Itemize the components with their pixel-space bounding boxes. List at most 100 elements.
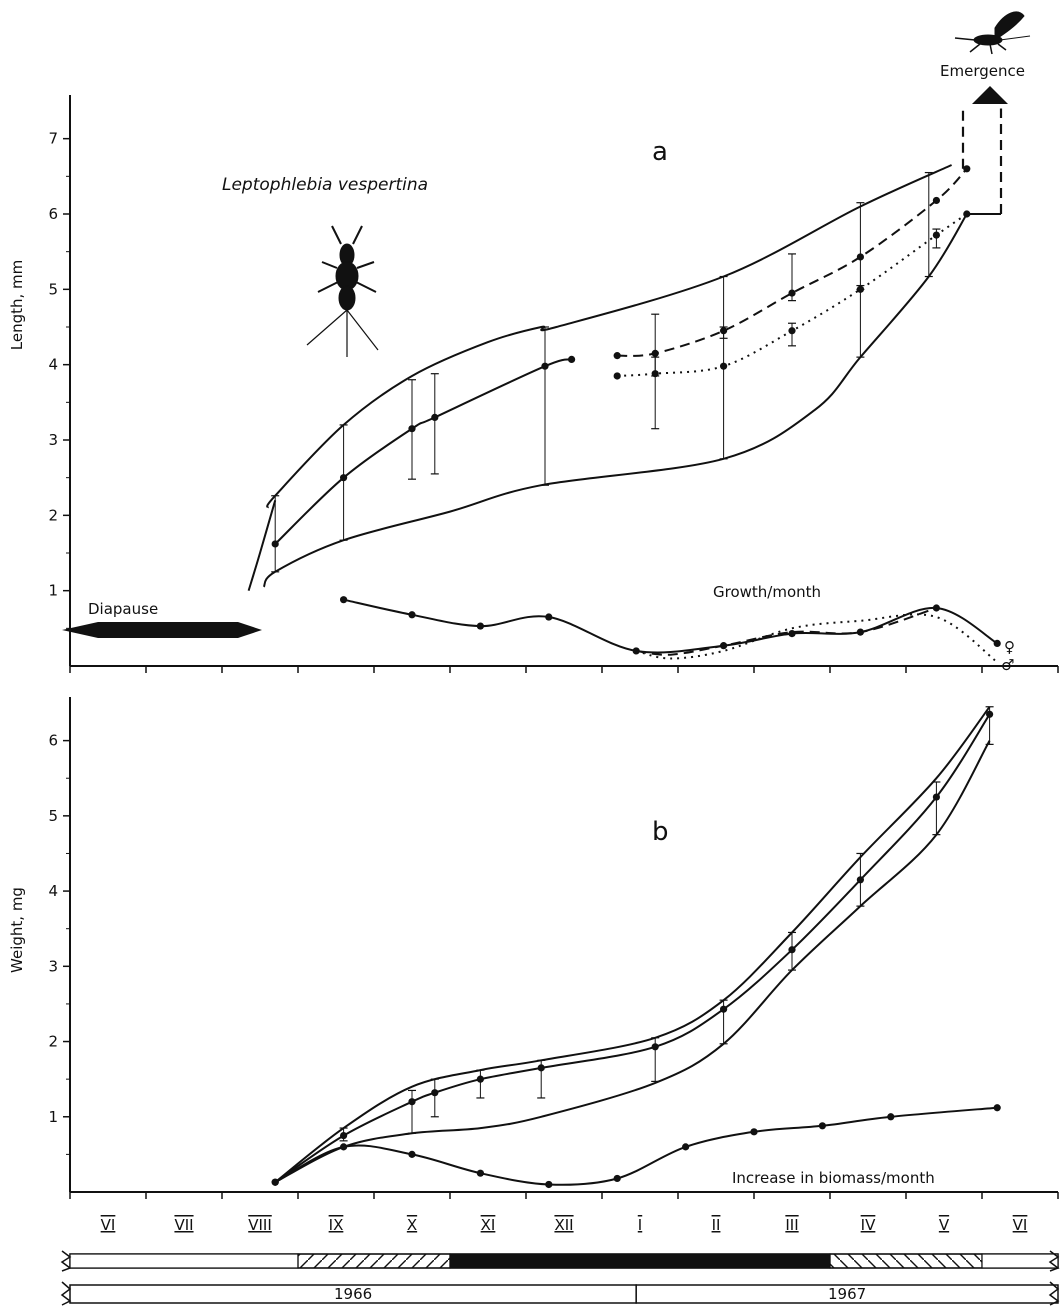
panel-b-point-biomass-increase [408, 1150, 416, 1158]
panel-a-series-growth-per-month [343, 598, 998, 654]
month-label: II [712, 1216, 721, 1234]
panel-b-y-tick-label: 6 [48, 732, 58, 750]
panel-a-error-bar [541, 326, 549, 486]
month-label: XII [554, 1216, 573, 1234]
panel-a-length: 1 2 3 4 5 6 7 Length, mm a Leptophlebia vesper… [8, 11, 1059, 674]
panel-a-point-mean [568, 355, 576, 363]
panel-a-point-male-mean [932, 231, 941, 239]
growth-male-symbol: ♂ [1001, 656, 1014, 674]
panel-b-point-mean [476, 1075, 484, 1083]
panel-b-point-biomass-increase [682, 1143, 690, 1151]
panel-b-point-biomass-increase [340, 1143, 348, 1151]
panel-b-point-mean [340, 1131, 348, 1140]
year-label: 1967 [828, 1285, 866, 1303]
panel-a-point-female-mean [932, 196, 941, 205]
panel-a-point-growth-per-month [340, 596, 348, 604]
panel-b-point-biomass-increase [887, 1113, 895, 1121]
panel-b-y-tick-label: 4 [48, 882, 58, 900]
panel-b-point-mean [932, 793, 941, 801]
panel-a-error-bar [430, 373, 439, 475]
panel-a-point-male-mean [788, 327, 796, 335]
panel-b-point-biomass-increase [545, 1180, 553, 1189]
panel-a-series-mean [274, 358, 572, 545]
panel-b-point-biomass-increase [613, 1174, 621, 1183]
panel-b-point-mean [788, 946, 796, 954]
season-bar-break-left [60, 1250, 72, 1272]
panel-b-error-bar [430, 1078, 439, 1118]
panel-a-point-growth-per-month [932, 604, 941, 612]
panel-b-axes: 1 2 3 4 5 6 [48, 697, 1059, 1199]
month-label: I [638, 1216, 642, 1234]
panel-b-error-bar [476, 1069, 485, 1099]
panel-a-point-female-mean [613, 352, 621, 360]
panel-a-y-tick-label: 4 [48, 356, 58, 374]
panel-a-point-female-mean [963, 165, 971, 173]
panel-b-point-mean [537, 1064, 545, 1072]
month-label: VII [174, 1216, 193, 1234]
panel-b-point-mean [720, 1005, 728, 1013]
panel-a-point-female-mean [788, 289, 796, 297]
growth-month-label: Growth/month [713, 583, 821, 601]
panel-b-point-biomass-increase [993, 1104, 1001, 1112]
year-bar-break-left [60, 1281, 72, 1306]
month-label: X [407, 1216, 417, 1234]
panel-b-point-mean [856, 876, 865, 884]
panel-b-error-bar [408, 1089, 416, 1134]
panel-a-point-male-mean [651, 370, 659, 378]
panel-a-point-male-mean [856, 285, 865, 293]
emergence-arrow [972, 86, 1008, 104]
panel-a-y-tick-label: 2 [48, 506, 58, 524]
season-segment-blank [981, 1253, 1059, 1269]
panel-a-point-female-mean [720, 327, 728, 335]
panel-a-y-tick-label: 1 [48, 582, 58, 600]
month-label: XI [481, 1216, 496, 1234]
panel-b-point-biomass-increase [476, 1169, 484, 1177]
panel-a-error-bar [924, 171, 933, 278]
panel-a-point-female-mean [856, 253, 865, 261]
panel-b-series-upper-envelope [274, 706, 991, 1183]
panel-a-point-mean [408, 425, 416, 433]
season-segment-hatch-back [829, 1253, 983, 1269]
panel-b-point-mean [431, 1089, 439, 1097]
panel-b-series-mean [274, 713, 991, 1184]
panel-a-series-upper-envelope [266, 164, 953, 509]
year-segment [635, 1284, 1059, 1304]
growth-female-symbol: ♀ [1004, 638, 1015, 656]
panel-a-point-male-mean [720, 362, 728, 370]
month-axis: VI VII VIII IX X XI XII I II III IV V VI [101, 1216, 1028, 1234]
season-bar-break-right [1048, 1250, 1060, 1272]
panel-b-y-tick-label: 5 [48, 807, 58, 825]
panel-a-y-tick-label: 7 [48, 130, 58, 148]
year-bar-break-right [1048, 1281, 1060, 1306]
panel-a-axes: 1 2 3 4 5 6 7 [48, 95, 1059, 673]
panel-b-y-tick-label: 3 [48, 957, 58, 975]
panel-b-point-mean [408, 1098, 416, 1106]
month-label: IV [861, 1216, 876, 1234]
panel-a-letter: a [652, 137, 668, 167]
panel-b-point-biomass-increase [271, 1178, 279, 1186]
month-label: VIII [248, 1216, 272, 1234]
season-bar [60, 1250, 1060, 1272]
month-label: IX [329, 1216, 344, 1234]
panel-a-y-tick-label: 3 [48, 431, 58, 449]
month-label: III [785, 1216, 798, 1234]
season-segment-blank [69, 1253, 299, 1269]
nymph-icon [306, 225, 379, 357]
panel-a-series-growth-female [636, 607, 937, 656]
panel-a-y-tick-label: 6 [48, 205, 58, 223]
panel-a-point-mean [340, 474, 348, 482]
month-label: VI [1013, 1216, 1028, 1234]
panel-b-letter: b [652, 817, 669, 847]
panel-a-point-growth-per-month [993, 639, 1001, 648]
panel-b-y-tick-label: 2 [48, 1033, 58, 1051]
year-label: 1966 [334, 1285, 372, 1303]
panel-a-error-bar [856, 202, 865, 358]
panel-b-point-biomass-increase [750, 1128, 758, 1136]
panel-a-series-lower-envelope [262, 213, 968, 588]
panel-a-plot [247, 108, 1003, 664]
panel-b-error-bar [932, 781, 941, 836]
panel-a-series-early-rise [247, 500, 277, 591]
panel-b-weight: 1 2 3 4 5 6 Weight, mg b Increase in biomass/… [8, 697, 1059, 1199]
panel-b-series-lower-envelope [274, 740, 991, 1184]
